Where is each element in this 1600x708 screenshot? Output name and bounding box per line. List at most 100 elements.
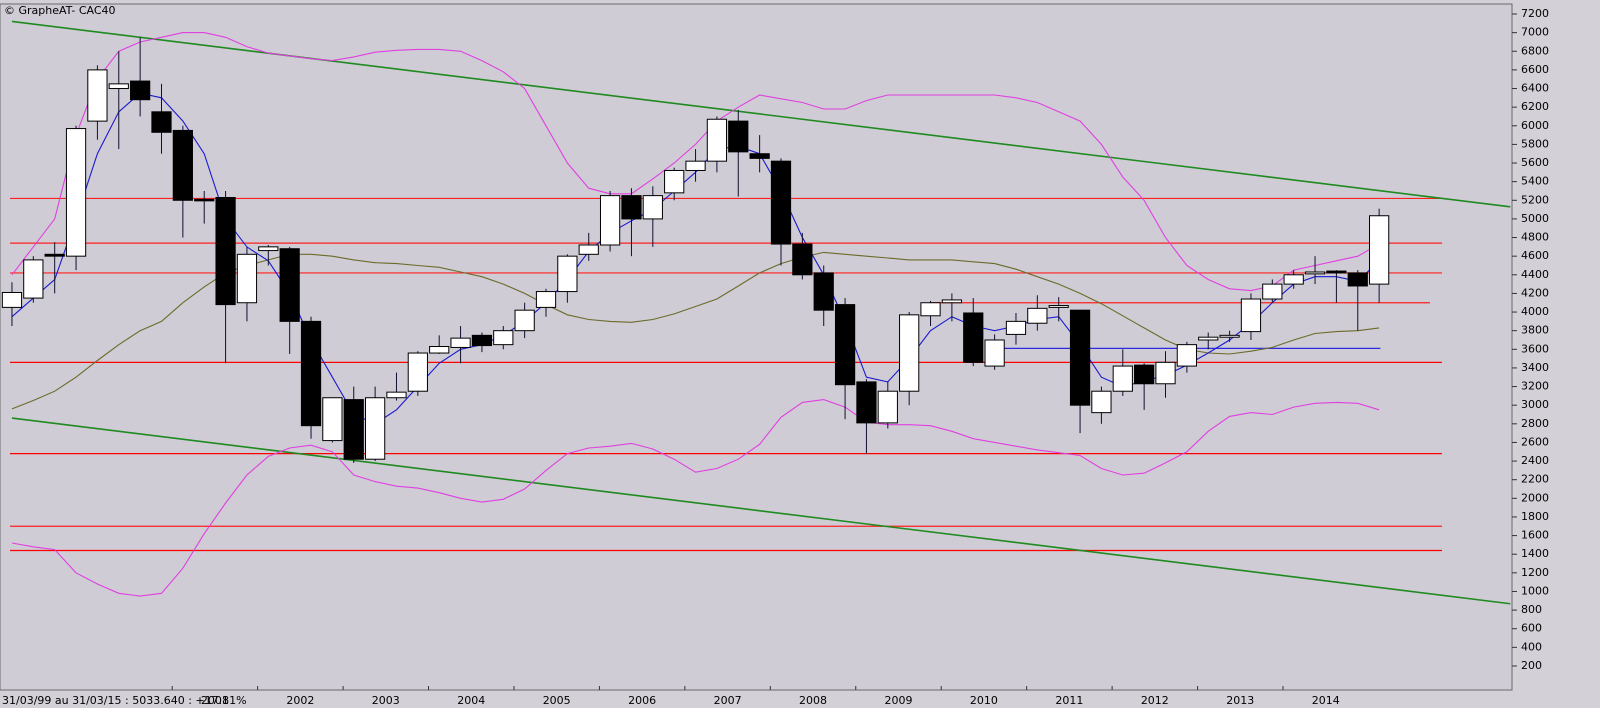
candle-body (23, 259, 44, 299)
candle-body (65, 128, 87, 257)
y-tick-label: 6200 (1521, 100, 1549, 113)
y-tick-label: 4200 (1521, 286, 1549, 299)
candle-body (621, 195, 642, 220)
y-tick-label: 600 (1521, 622, 1542, 635)
y-tick-label: 5400 (1521, 175, 1549, 188)
candle-body (258, 246, 279, 252)
y-tick-label: 3600 (1521, 342, 1549, 355)
x-tick-label: 2005 (543, 694, 571, 707)
candle-body (471, 334, 493, 347)
candle-body (386, 391, 407, 399)
candle-body (578, 244, 599, 255)
y-tick-label: 4000 (1521, 305, 1549, 318)
candle-body (1283, 274, 1304, 285)
y-tick-label: 800 (1521, 603, 1542, 616)
y-tick-label: 4800 (1521, 231, 1549, 244)
candle-body (557, 255, 578, 293)
candle-body (514, 309, 535, 332)
x-tick-label: 2007 (714, 694, 742, 707)
candle-body (1240, 298, 1262, 333)
x-tick-label: 2011 (1055, 694, 1083, 707)
candle-body (1027, 307, 1048, 324)
candle-body (108, 83, 129, 90)
candle-body (1347, 272, 1368, 287)
y-tick-label: 6600 (1521, 63, 1549, 76)
x-tick-label: 2014 (1312, 694, 1340, 707)
candle-body (450, 337, 471, 348)
candle-body (599, 195, 621, 246)
y-tick-label: 4600 (1521, 249, 1549, 262)
y-tick-label: 3400 (1521, 361, 1549, 374)
x-tick-label: 2010 (970, 694, 998, 707)
candle-body (1048, 305, 1069, 308)
y-tick-label: 1800 (1521, 510, 1549, 523)
candle-body (1155, 361, 1176, 385)
candle-body (493, 330, 514, 346)
y-tick-label: 1600 (1521, 529, 1549, 542)
x-tick-label: 2009 (884, 694, 912, 707)
y-tick-label: 400 (1521, 640, 1542, 653)
candle-body (429, 346, 450, 354)
candle-body (1198, 336, 1219, 341)
candle-body (300, 320, 322, 427)
candle-body (407, 352, 428, 392)
candle-body (834, 304, 856, 386)
candle-body (322, 397, 343, 442)
y-tick-label: 6400 (1521, 82, 1549, 95)
y-tick-label: 2600 (1521, 435, 1549, 448)
candle-body (1262, 283, 1283, 300)
chart-title: © GrapheAT- CAC40 (4, 4, 116, 17)
y-tick-label: 5800 (1521, 137, 1549, 150)
x-tick-label: 2006 (628, 694, 656, 707)
candle-body (1069, 309, 1091, 406)
candle-body (664, 169, 685, 194)
y-tick-label: 3800 (1521, 324, 1549, 337)
candle-body (1134, 364, 1155, 385)
candle-body (130, 80, 151, 101)
x-tick-label: 2003 (372, 694, 400, 707)
candle-body (215, 196, 236, 306)
y-tick-label: 2400 (1521, 454, 1549, 467)
y-tick-label: 3000 (1521, 398, 1549, 411)
plot-area (0, 3, 1513, 691)
y-tick-label: 1400 (1521, 547, 1549, 560)
y-tick-label: 2000 (1521, 491, 1549, 504)
candle-body (941, 299, 963, 304)
candle-body (728, 120, 749, 153)
candle-body (920, 302, 941, 317)
y-tick-label: 2800 (1521, 417, 1549, 430)
x-tick-label: 2008 (799, 694, 827, 707)
y-tick-label: 4400 (1521, 268, 1549, 281)
candle-body (279, 248, 300, 322)
trend-line (11, 417, 1511, 605)
y-tick-label: 5600 (1521, 156, 1549, 169)
y-tick-label: 2200 (1521, 473, 1549, 486)
candle-body (706, 118, 728, 162)
y-tick-label: 5200 (1521, 193, 1549, 206)
y-tick-label: 7000 (1521, 26, 1549, 39)
candle-body (1369, 215, 1390, 285)
y-tick-label: 200 (1521, 659, 1542, 672)
candle-body (792, 243, 813, 276)
candle-body (44, 253, 65, 257)
candle-body (87, 69, 108, 122)
y-tick-label: 6800 (1521, 44, 1549, 57)
x-tick-label: 2012 (1141, 694, 1169, 707)
y-tick-label: 5000 (1521, 212, 1549, 225)
candle-body (1, 291, 23, 308)
candle-body (984, 339, 1005, 367)
candle-body (813, 272, 834, 311)
candle-body (856, 381, 877, 424)
candle-body (685, 160, 706, 171)
candle-body (1112, 365, 1133, 392)
candle-body (1176, 344, 1197, 367)
y-tick-label: 3200 (1521, 380, 1549, 393)
candle-body (1005, 320, 1027, 335)
candle-body (1326, 270, 1347, 274)
candle-body (963, 312, 984, 363)
y-tick-label: 1200 (1521, 566, 1549, 579)
candle-body (749, 153, 770, 159)
candle-body (877, 390, 898, 424)
trend-line (11, 20, 1511, 208)
